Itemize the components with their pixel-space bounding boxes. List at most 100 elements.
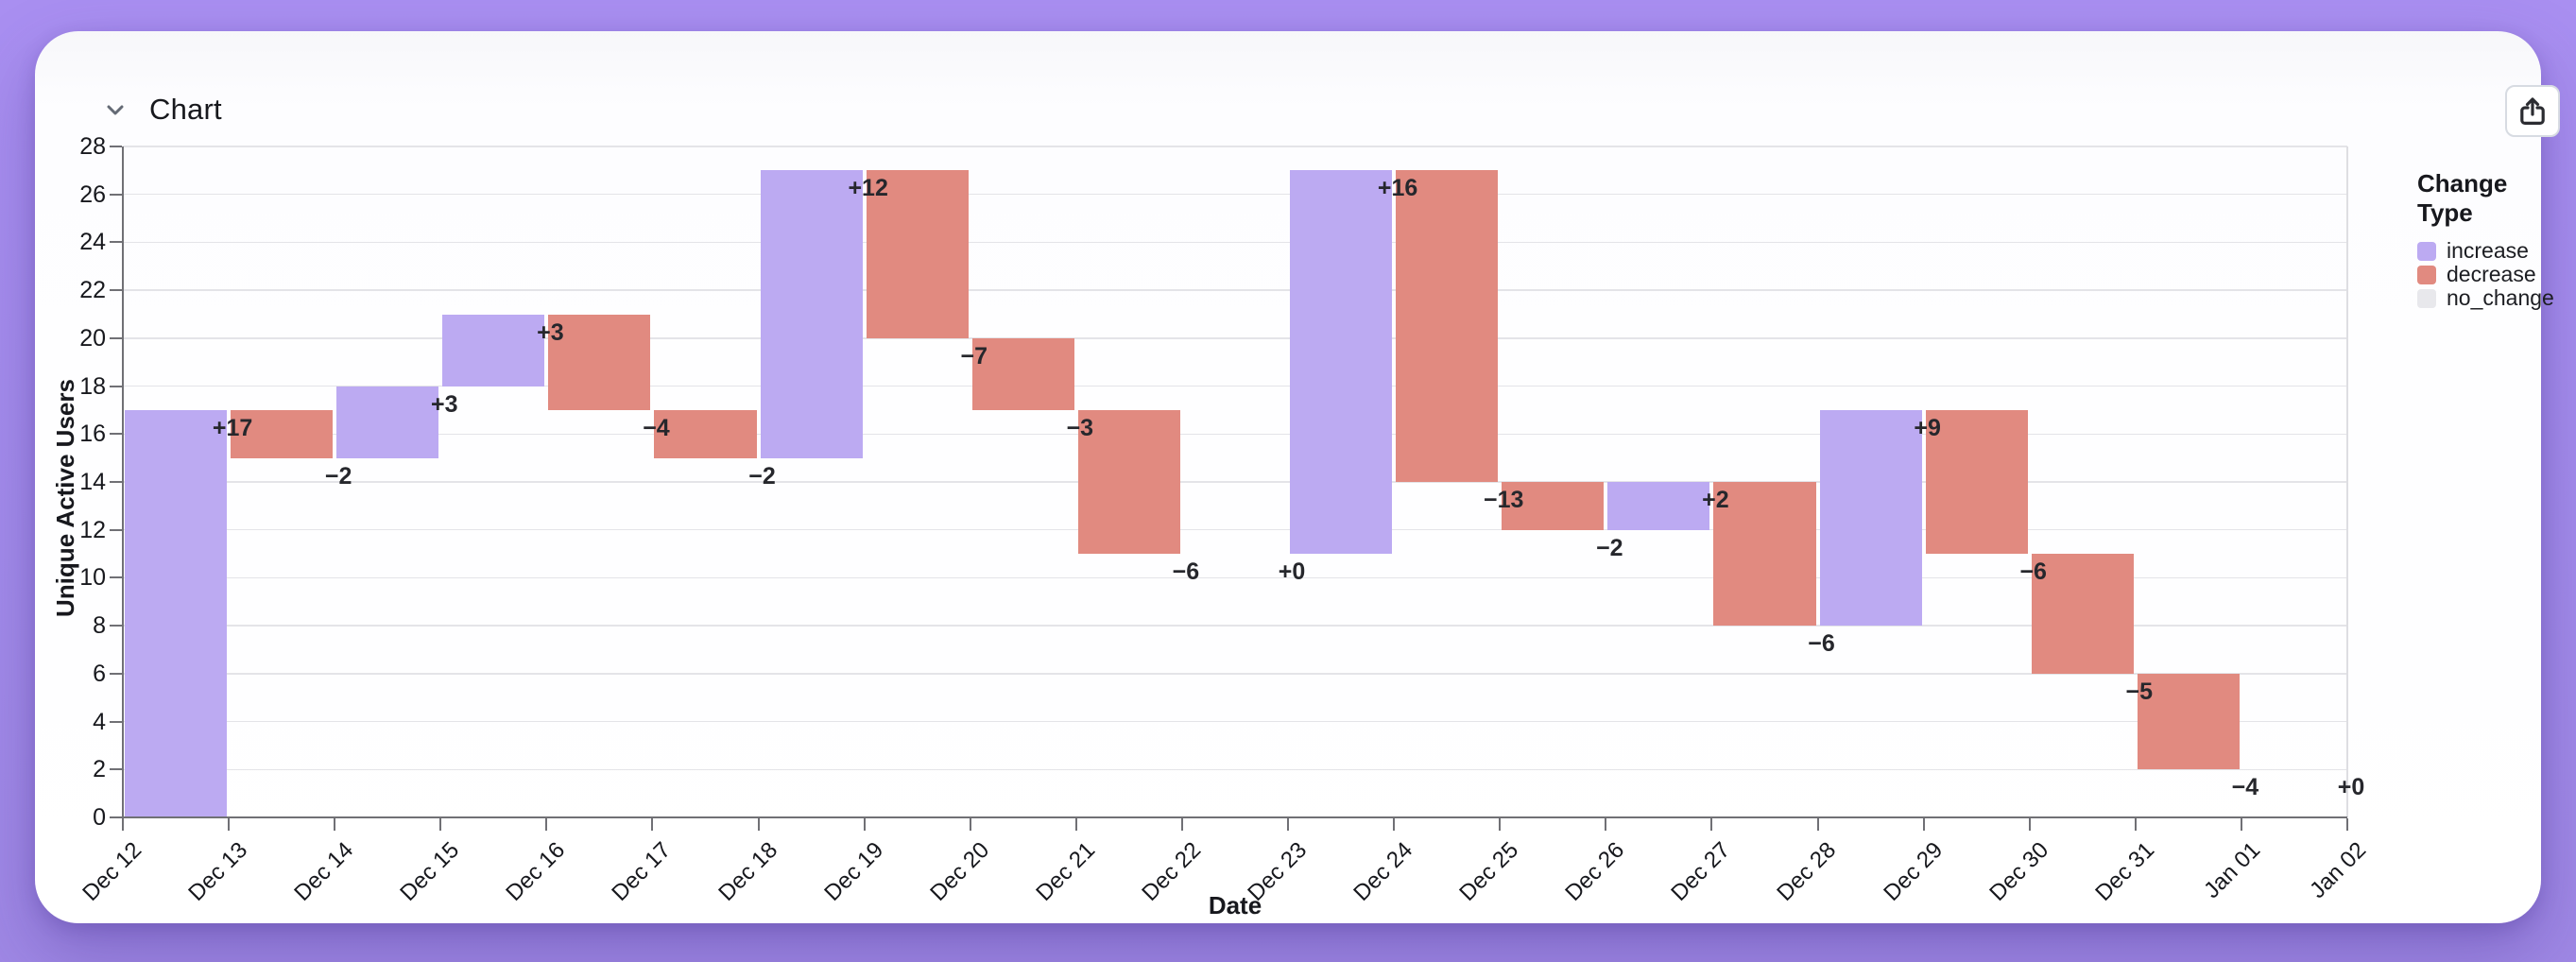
gridline	[123, 433, 2347, 436]
gridline	[123, 720, 2347, 723]
gridline	[123, 576, 2347, 579]
gridline	[123, 385, 2347, 387]
legend-swatch	[2417, 288, 2436, 308]
waterfall-bar-decrease[interactable]	[654, 409, 757, 458]
x-axis-tick	[2134, 818, 2137, 831]
y-tick-label: 28	[79, 133, 106, 160]
x-axis-tick	[1816, 818, 1819, 831]
legend-title: Change Type	[2417, 169, 2508, 227]
waterfall-bar-decrease[interactable]	[2031, 554, 2134, 674]
bar-value-label: −2	[748, 462, 776, 490]
y-tick-label: 2	[93, 756, 106, 783]
y-tick-label: 20	[79, 324, 106, 352]
waterfall-bar-decrease[interactable]	[866, 170, 969, 338]
legend-item-label: decrease	[2447, 262, 2536, 286]
y-axis-tick	[110, 720, 122, 723]
waterfall-bar-decrease[interactable]	[971, 337, 1074, 410]
waterfall-bar-decrease[interactable]	[1502, 482, 1605, 530]
bar-value-label: +17	[212, 414, 253, 441]
legend-item-label: no_change	[2447, 285, 2554, 310]
waterfall-bar-decrease[interactable]	[1925, 409, 2028, 555]
legend-item-decrease[interactable]: decrease	[2417, 262, 2554, 286]
x-axis-tick	[757, 818, 760, 831]
x-axis-tick	[122, 818, 124, 831]
x-axis-tick	[1499, 818, 1502, 831]
y-tick-label: 4	[93, 708, 106, 735]
x-axis-tick	[1180, 818, 1183, 831]
waterfall-bar-decrease[interactable]	[1396, 170, 1499, 482]
y-tick-label: 24	[79, 229, 106, 256]
bar-value-label: +9	[1914, 414, 1941, 441]
y-axis-tick	[110, 481, 122, 483]
x-axis-tick	[2346, 818, 2348, 831]
bar-value-label: +0	[2337, 774, 2365, 801]
y-tick-label: 16	[79, 421, 106, 448]
page-title: Chart	[149, 93, 222, 126]
bar-value-label: +3	[431, 390, 458, 418]
waterfall-bar-increase[interactable]	[1290, 170, 1393, 555]
waterfall-bar-decrease[interactable]	[548, 314, 651, 410]
waterfall-bar-increase[interactable]	[336, 386, 439, 458]
gridline	[123, 289, 2347, 291]
gridline	[123, 768, 2347, 771]
waterfall-bar-increase[interactable]	[760, 170, 863, 458]
y-tick-label: 6	[93, 660, 106, 687]
x-axis-tick	[1074, 818, 1077, 831]
x-axis-tick	[334, 818, 336, 831]
bar-value-label: −6	[2019, 558, 2047, 586]
gridline	[123, 481, 2347, 483]
bar-value-label: +2	[1702, 487, 1729, 513]
y-axis-tick	[110, 289, 122, 292]
y-axis-tick	[110, 528, 122, 531]
x-axis-line	[111, 816, 2347, 819]
waterfall-bar-decrease[interactable]	[1077, 409, 1180, 555]
x-axis-tick	[439, 818, 442, 831]
chart-card: Chart Change Type increase decrease no_cha…	[35, 31, 2560, 923]
waterfall-bar-increase[interactable]	[125, 409, 228, 817]
gridline	[123, 146, 2347, 147]
bar-value-label: −6	[1172, 558, 1200, 586]
y-axis-tick	[110, 385, 122, 387]
plot-right-border	[2346, 146, 2348, 817]
legend-item-label: increase	[2447, 238, 2529, 263]
bar-value-label: +0	[1278, 558, 1306, 586]
bar-value-label: −5	[2125, 678, 2154, 705]
bar-value-label: −4	[643, 414, 670, 441]
y-axis-tick	[110, 241, 122, 244]
y-axis-tick	[110, 672, 122, 675]
waterfall-bar-decrease[interactable]	[1713, 482, 1816, 627]
waterfall-bar-increase[interactable]	[1607, 482, 1710, 530]
gridline	[123, 241, 2347, 244]
share-button[interactable]	[2505, 85, 2560, 137]
y-axis-tick	[110, 193, 122, 196]
y-axis-title: Unique Active Users	[51, 379, 79, 617]
y-tick-label: 14	[79, 469, 106, 495]
waterfall-bar-increase[interactable]	[1819, 409, 1922, 627]
y-tick-label: 12	[79, 516, 106, 543]
x-axis-tick	[1393, 818, 1396, 831]
gridline	[123, 337, 2347, 339]
y-axis-tick	[110, 768, 122, 771]
y-tick-label: 10	[79, 564, 106, 592]
legend-item-increase[interactable]: increase	[2417, 238, 2554, 263]
y-tick-label: 22	[79, 277, 106, 304]
bar-value-label: −7	[960, 342, 987, 369]
bar-value-label: −2	[1596, 534, 1623, 561]
y-axis-line	[121, 146, 124, 818]
x-axis-tick	[651, 818, 654, 831]
waterfall-bar-increase[interactable]	[442, 314, 545, 387]
legend-item-no_change[interactable]: no_change	[2417, 285, 2554, 310]
x-axis-tick	[1710, 818, 1713, 831]
gridline	[123, 193, 2347, 196]
gridline	[123, 528, 2347, 531]
y-tick-label: 18	[79, 372, 106, 400]
y-axis-tick	[110, 433, 122, 436]
legend-swatch	[2417, 241, 2436, 261]
bar-value-label: −6	[1808, 630, 1835, 658]
chevron-down-icon[interactable]	[101, 95, 129, 124]
waterfall-bar-decrease[interactable]	[2137, 673, 2240, 770]
waterfall-bar-decrease[interactable]	[231, 409, 334, 458]
bar-value-label: +3	[537, 318, 564, 346]
x-axis-title: Date	[1208, 891, 1262, 919]
